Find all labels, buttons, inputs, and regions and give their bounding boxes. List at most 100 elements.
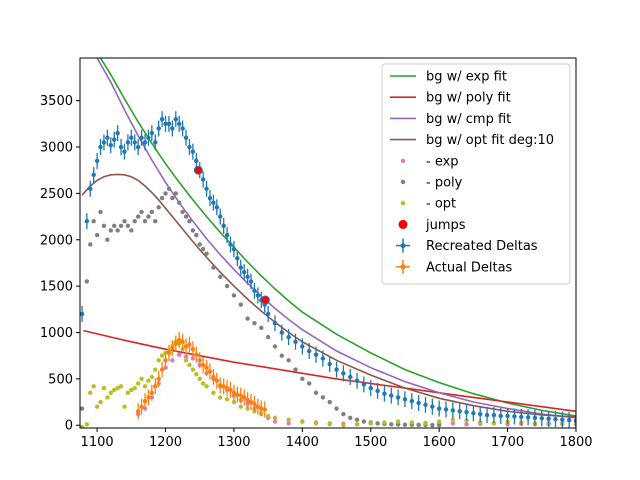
data-point (108, 142, 113, 148)
data-point (519, 414, 524, 420)
data-point (132, 219, 137, 224)
data-point (348, 415, 353, 420)
data-point (457, 409, 462, 414)
data-point (183, 214, 189, 219)
data-point (491, 412, 497, 418)
x-tick-label: 1400 (286, 435, 319, 450)
data-point (112, 387, 117, 393)
legend-entry: - poly (400, 176, 463, 191)
data-point (464, 422, 469, 427)
data-point (194, 352, 199, 357)
data-point (132, 140, 137, 145)
legend-entry: - opt (400, 197, 456, 212)
data-point (197, 242, 202, 247)
data-point (382, 420, 387, 425)
data-point (153, 219, 158, 224)
legend-point-swatch (400, 201, 406, 206)
y-tick-label: 3000 (40, 141, 73, 156)
data-point (245, 316, 250, 321)
data-point (231, 246, 237, 252)
data-point (200, 177, 206, 182)
data-point (334, 367, 339, 372)
data-point (238, 393, 243, 398)
axes-frame (79, 57, 577, 429)
data-point (553, 416, 558, 422)
data-point (149, 130, 155, 136)
legend-box (381, 63, 571, 285)
data-point (204, 186, 209, 191)
legend-label: bg w/ exp fit (426, 70, 507, 85)
data-point (159, 195, 165, 201)
data-point (409, 420, 415, 425)
data-point (183, 354, 189, 359)
data-point (361, 419, 367, 424)
data-point (84, 279, 90, 284)
data-point (200, 246, 206, 252)
data-point (272, 344, 278, 349)
data-point (159, 117, 165, 122)
data-point (478, 411, 483, 417)
data-point (341, 411, 346, 417)
data-point (211, 200, 216, 205)
data-point (139, 404, 144, 409)
data-point (177, 200, 182, 205)
data-point (389, 393, 394, 398)
data-point (327, 361, 332, 367)
data-point (245, 397, 250, 403)
data-point (471, 410, 476, 416)
legend-label: - opt (426, 197, 456, 212)
data-point (80, 406, 85, 411)
data-point (450, 421, 456, 426)
fit-line-bg-w-opt-fit-deg-10 (81, 173, 576, 418)
data-point (163, 121, 168, 127)
data-point (265, 413, 271, 419)
data-point (125, 223, 131, 229)
data-point (190, 149, 196, 154)
data-point (91, 219, 96, 224)
legend-label: bg w/ poly fit (426, 91, 511, 106)
legend-errorbar-dot (400, 243, 406, 249)
data-point (224, 385, 230, 391)
data-point (204, 251, 209, 256)
data-point (436, 419, 442, 424)
axis-ticks: 1100 1200 1300 1400 1500 1600 1700 1800 0 500 1000… (40, 94, 593, 450)
data-point (94, 232, 100, 238)
data-point (566, 417, 572, 423)
data-point (272, 419, 278, 424)
data-point (173, 341, 178, 346)
data-point (101, 385, 107, 391)
legend-label: Actual Deltas (426, 260, 513, 275)
data-point (173, 191, 178, 196)
data-point (248, 399, 254, 405)
data-point (183, 135, 189, 140)
data-point (146, 214, 151, 219)
data-point (341, 423, 346, 428)
data-point (129, 387, 134, 393)
legend-errorbar-dot (400, 264, 406, 270)
data-point (177, 121, 182, 127)
data-point (313, 352, 319, 357)
data-point (190, 367, 196, 372)
data-point (214, 205, 220, 210)
data-point (255, 404, 261, 409)
legend-point-swatch (398, 219, 408, 229)
data-point (300, 376, 305, 382)
data-point (560, 417, 565, 422)
x-tick-label: 1800 (559, 435, 592, 450)
data-point (194, 372, 199, 377)
data-point (252, 288, 257, 293)
data-point (170, 346, 175, 351)
data-point (327, 422, 332, 427)
data-point (118, 384, 124, 389)
data-point (200, 362, 206, 368)
data-point (156, 358, 161, 363)
data-point (320, 356, 326, 361)
data-point (105, 135, 110, 140)
data-point (183, 344, 189, 349)
data-point (259, 406, 264, 411)
data-point (354, 422, 360, 427)
legend: bg w/ exp fit bg w/ poly fit bg w/ cmp fit… (381, 63, 571, 285)
y-tick-label: 500 (48, 372, 73, 387)
data-point (395, 419, 401, 424)
data-point (135, 214, 141, 219)
